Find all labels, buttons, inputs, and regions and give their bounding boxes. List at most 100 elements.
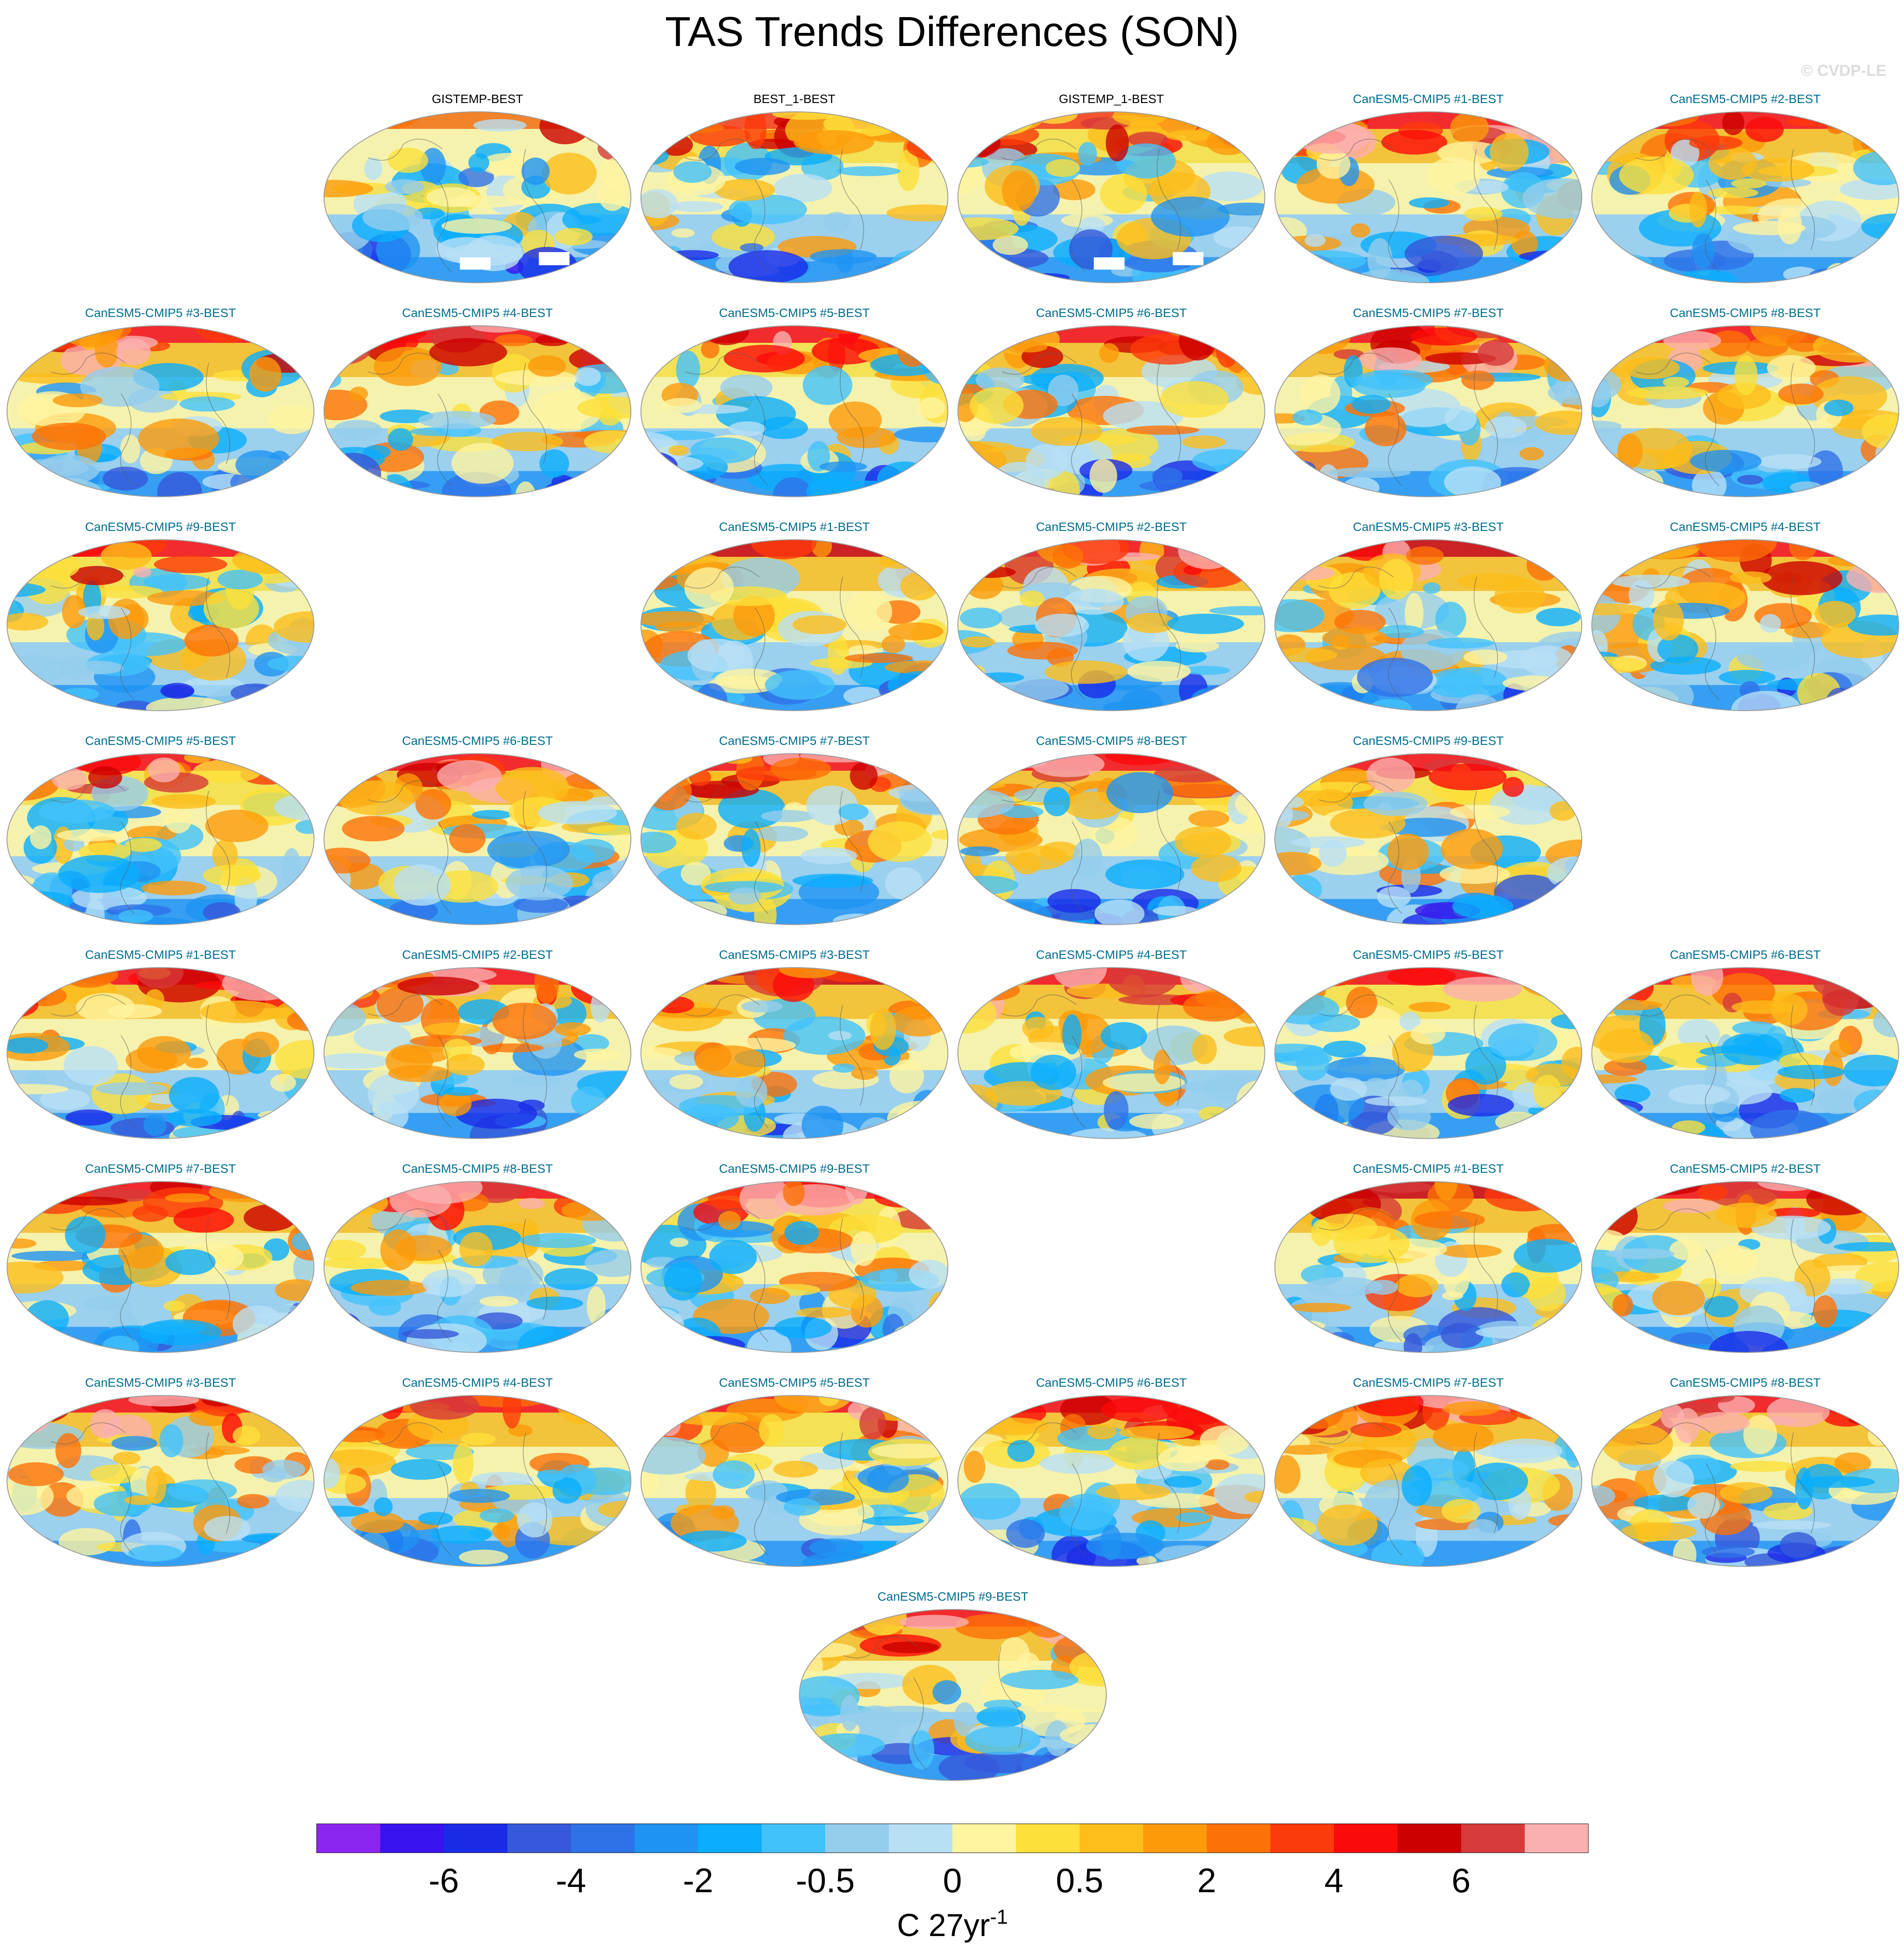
field-blob <box>747 1329 792 1353</box>
field-blob <box>875 263 934 273</box>
coastline <box>1318 352 1498 486</box>
field-blob <box>212 839 238 870</box>
field-blob <box>670 201 724 212</box>
field-blob <box>1309 789 1353 816</box>
field-blob <box>554 228 593 246</box>
field-blob <box>735 1075 767 1108</box>
field-blob <box>86 612 104 641</box>
field-blob <box>431 1525 492 1544</box>
field-blob <box>1044 787 1070 816</box>
field-blob <box>7 1182 64 1194</box>
field-blob <box>964 1105 999 1139</box>
field-blob <box>539 112 591 145</box>
field-blob <box>958 330 998 353</box>
field-blob <box>1346 986 1377 1018</box>
field-blob <box>1428 763 1507 790</box>
field-blob <box>1689 135 1743 150</box>
field-blob <box>867 1466 909 1493</box>
panel-title: CanESM5-CMIP5 #9-BEST <box>719 1162 870 1175</box>
field-blob <box>209 1182 283 1203</box>
field-blob <box>1428 669 1483 698</box>
field-blob <box>324 257 372 278</box>
field-blob <box>267 656 314 672</box>
field-blob <box>897 1404 943 1417</box>
field-blob <box>204 1540 262 1553</box>
field-blob <box>7 971 37 993</box>
field-blob <box>1275 980 1298 1005</box>
trend-field <box>324 1182 631 1353</box>
field-blob <box>136 968 184 989</box>
colorbar-tick-label: -2 <box>683 1861 713 1900</box>
field-blob <box>1309 968 1357 986</box>
field-blob <box>953 1702 977 1737</box>
field-blob <box>1441 1499 1481 1523</box>
field-blob <box>1767 1207 1821 1218</box>
coastline <box>1635 139 1815 272</box>
trend-field <box>641 968 948 1139</box>
field-blob <box>1809 268 1848 282</box>
field-blob <box>779 968 839 979</box>
field-blob <box>1101 1397 1179 1422</box>
field-blob <box>7 655 67 684</box>
field-blob <box>1592 656 1646 674</box>
coastline <box>50 994 230 1128</box>
field-blob <box>1708 187 1758 198</box>
field-blob <box>1275 684 1316 711</box>
field-blob <box>1401 1466 1432 1506</box>
field-blob <box>1547 856 1582 890</box>
coastline <box>50 1422 230 1556</box>
field-blob <box>1403 1333 1423 1353</box>
colorbar-tick-label: 2 <box>1197 1861 1216 1900</box>
field-band <box>641 899 948 925</box>
map-panel: CanESM5-CMIP5 #5-BEST <box>1274 948 1583 1139</box>
field-blob <box>506 865 573 901</box>
field-blob <box>235 450 284 480</box>
field-blob <box>1244 1491 1265 1503</box>
field-blob <box>1096 1483 1170 1500</box>
field-blob <box>643 911 718 925</box>
map-panel: CanESM5-CMIP5 #7-BEST <box>640 734 948 925</box>
field-blob <box>978 968 1042 977</box>
field-blob <box>351 1512 404 1534</box>
trend-field <box>324 326 631 497</box>
field-blob <box>1592 1411 1639 1424</box>
field-blob <box>1594 1397 1642 1413</box>
field-blob <box>641 1088 657 1118</box>
field-blob <box>1547 466 1581 477</box>
field-blob <box>1304 234 1326 247</box>
field-blob <box>674 1336 703 1353</box>
field-blob <box>641 451 656 486</box>
field-blob <box>728 421 766 436</box>
field-blob <box>1592 1485 1615 1507</box>
colorbar-tick-label: 6 <box>1451 1861 1470 1900</box>
field-blob <box>744 112 767 149</box>
field-blob <box>1757 454 1822 470</box>
panel-title: CanESM5-CMIP5 #2-BEST <box>1670 92 1821 106</box>
field-blob <box>765 669 835 700</box>
field-blob <box>984 698 1020 711</box>
field-blob <box>324 1182 393 1201</box>
field-blob <box>1455 694 1501 711</box>
map-outline <box>1274 1395 1583 1567</box>
field-blob <box>802 365 852 405</box>
field-blob <box>1622 356 1680 379</box>
map-outline <box>1274 111 1583 283</box>
field-blob <box>324 1257 398 1269</box>
panel-title: CanESM5-CMIP5 #1-BEST <box>85 948 236 961</box>
field-blob <box>1435 602 1466 637</box>
map-panel: CanESM5-CMIP5 #5-BEST <box>640 1376 948 1567</box>
field-blob <box>16 373 93 384</box>
field-blob <box>237 1494 269 1509</box>
field-blob <box>510 1075 563 1086</box>
field-blob <box>1821 1545 1877 1558</box>
field-blob <box>7 901 49 925</box>
field-blob <box>537 801 617 825</box>
field-blob <box>1697 1184 1728 1201</box>
field-blob <box>615 338 631 362</box>
field-blob <box>896 540 948 555</box>
field-blob <box>1275 970 1303 989</box>
field-blob <box>1377 886 1411 908</box>
field-blob <box>999 112 1044 130</box>
field-blob <box>862 1516 924 1526</box>
field-blob <box>58 1528 115 1555</box>
